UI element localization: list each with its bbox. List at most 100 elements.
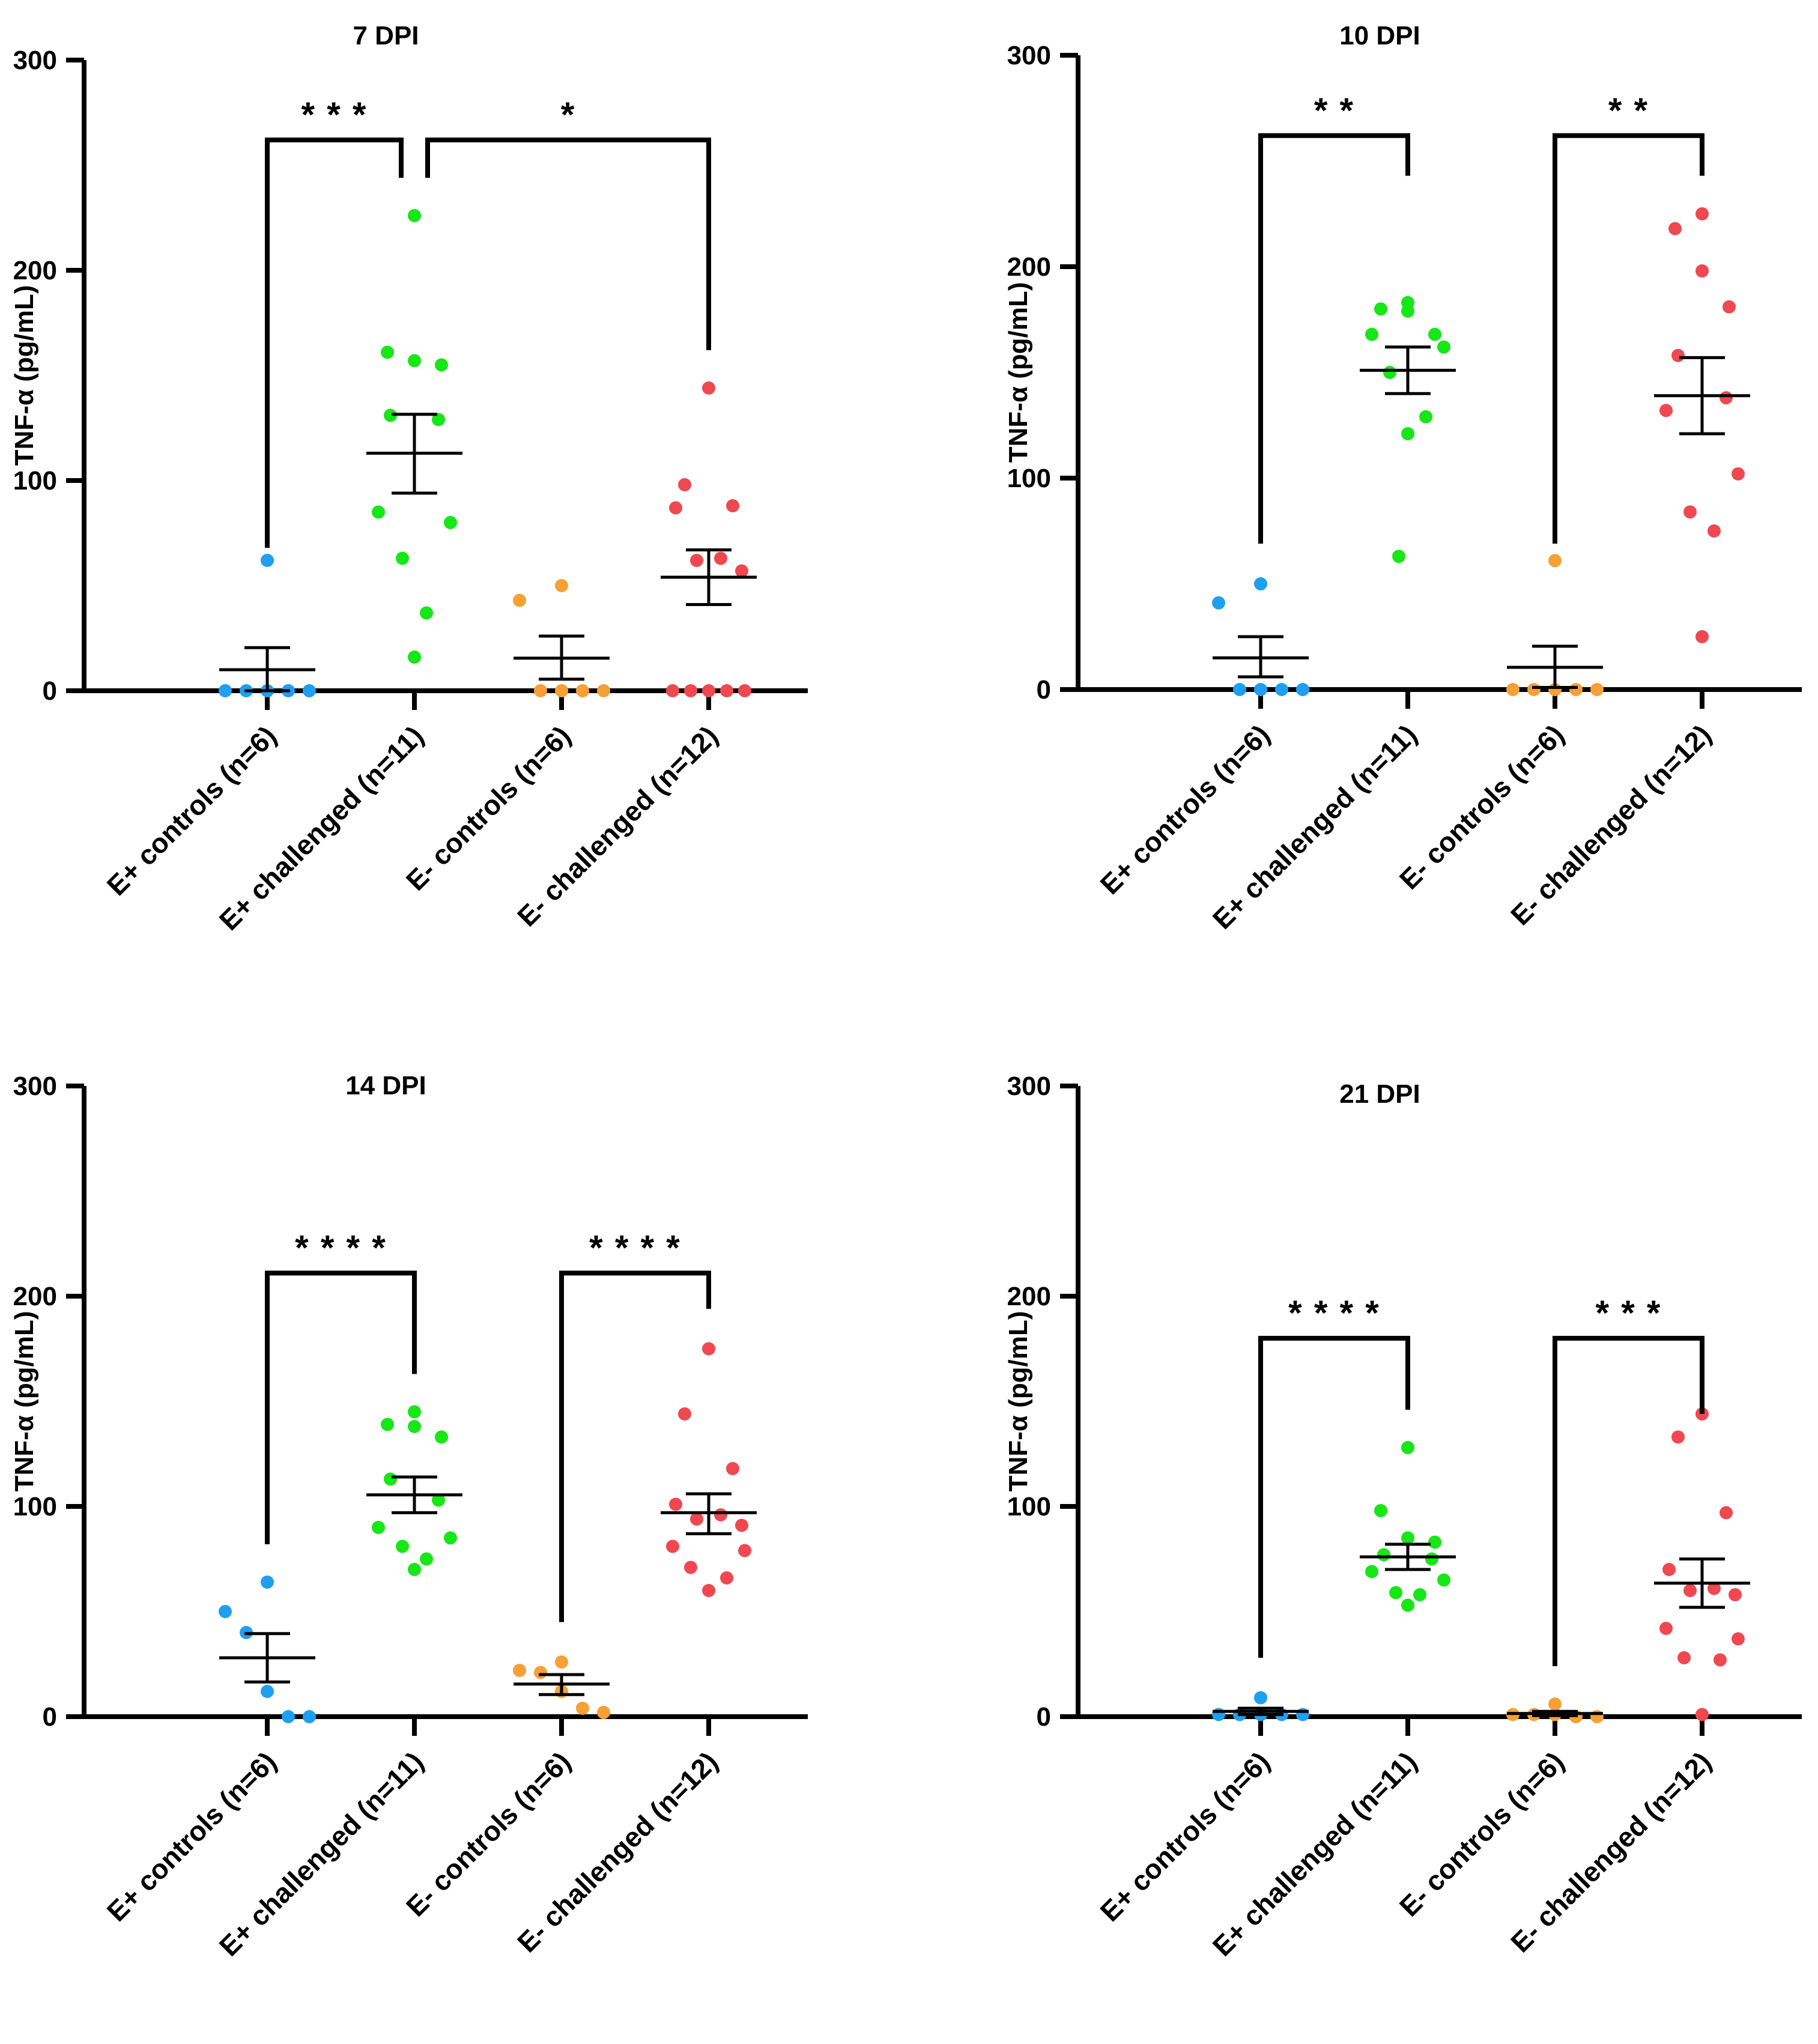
significance-bracket	[1258, 133, 1410, 544]
significance-bracket	[425, 138, 711, 350]
data-point-e-controls	[261, 1575, 274, 1589]
data-point-e-challenged	[669, 501, 682, 515]
data-point-e-controls	[1548, 554, 1562, 568]
data-point-e-challenged	[384, 408, 397, 422]
significance-bracket	[1258, 1336, 1410, 1658]
data-point-e-controls	[1275, 683, 1288, 696]
data-point-e-challenged	[444, 516, 457, 529]
data-point-e-challenged	[408, 1563, 421, 1576]
significance-bracket	[1553, 1336, 1704, 1666]
chart-title: 10 DPI	[1339, 21, 1420, 50]
data-point-e-challenged	[1729, 1588, 1742, 1601]
data-point-e-challenged	[1392, 550, 1405, 563]
data-point-e-challenged	[1671, 348, 1685, 362]
y-tick-label: 100	[13, 1492, 57, 1521]
data-point-e-challenged	[666, 1539, 679, 1553]
y-tick-label: 200	[1007, 1282, 1051, 1311]
data-point-e-challenged	[1707, 524, 1721, 538]
data-point-e-challenged	[1428, 1535, 1441, 1549]
significance-stars: * * *	[1596, 1294, 1662, 1333]
data-point-e-challenged	[1437, 340, 1450, 354]
data-point-e-challenged	[381, 1418, 394, 1431]
x-category-label: E- controls (n=6)	[1393, 718, 1570, 895]
data-point-e-challenged	[1401, 1441, 1414, 1454]
significance-stars: * * * *	[1288, 1294, 1380, 1333]
data-point-e-challenged	[1401, 304, 1414, 318]
data-point-e-controls	[1590, 683, 1604, 696]
x-category-label: E- controls (n=6)	[1393, 1745, 1570, 1922]
data-point-e-challenged	[1374, 302, 1387, 316]
data-point-e-challenged	[1428, 327, 1441, 341]
data-point-e-controls	[1569, 683, 1583, 696]
data-point-e-controls	[1296, 683, 1309, 696]
data-point-e-controls	[576, 1702, 589, 1715]
data-point-e-challenged	[408, 651, 421, 664]
data-point-e-challenged	[1401, 1531, 1414, 1545]
y-axis-label: TNF-α (pg/mL)	[10, 1311, 39, 1492]
data-point-e-challenged	[1365, 1565, 1378, 1578]
data-point-e-controls	[555, 579, 568, 592]
data-point-e-controls	[219, 684, 232, 697]
data-point-e-controls	[282, 1710, 295, 1723]
data-point-e-challenged	[408, 1420, 421, 1433]
data-point-e-challenged	[408, 1405, 421, 1419]
data-point-e-challenged	[420, 606, 433, 620]
data-point-e-challenged	[738, 684, 751, 697]
data-point-e-challenged	[1732, 467, 1745, 481]
data-point-e-controls	[1506, 683, 1520, 696]
y-axis-label: TNF-α (pg/mL)	[10, 285, 39, 466]
y-tick-label: 0	[43, 676, 57, 706]
y-tick-label: 200	[13, 1282, 57, 1311]
chart-title: 21 DPI	[1339, 1079, 1420, 1109]
data-point-e-challenged	[1683, 1584, 1697, 1597]
significance-stars: * *	[1608, 91, 1649, 130]
data-point-e-challenged	[420, 1552, 433, 1566]
data-point-e-controls	[1254, 683, 1267, 696]
data-point-e-challenged	[1695, 207, 1709, 220]
data-point-e-challenged	[666, 684, 679, 697]
y-tick-label: 0	[1037, 675, 1051, 705]
data-point-e-challenged	[720, 1571, 733, 1585]
data-point-e-controls	[261, 554, 274, 567]
data-point-e-challenged	[702, 1584, 715, 1597]
data-point-e-challenged	[678, 1407, 691, 1421]
y-tick-label: 300	[13, 46, 57, 75]
data-point-e-challenged	[1677, 1651, 1691, 1664]
data-point-e-challenged	[669, 1497, 682, 1511]
y-tick-label: 200	[13, 256, 57, 285]
significance-bracket	[559, 1270, 711, 1622]
data-point-e-challenged	[738, 1544, 751, 1557]
y-tick-label: 300	[13, 1072, 57, 1101]
data-point-e-controls	[1254, 577, 1267, 590]
data-point-e-challenged	[1720, 391, 1733, 405]
y-axis-label: TNF-α (pg/mL)	[1004, 1311, 1033, 1492]
data-point-e-controls	[534, 684, 547, 697]
data-point-e-challenged	[735, 564, 748, 578]
data-point-e-controls	[303, 1710, 316, 1723]
data-point-e-challenged	[1723, 300, 1736, 314]
data-point-e-challenged	[1668, 222, 1682, 235]
data-point-e-challenged	[690, 1512, 703, 1526]
data-point-e-challenged	[1401, 427, 1414, 441]
significance-stars: * *	[1314, 91, 1354, 130]
data-point-e-challenged	[702, 684, 715, 697]
data-point-e-challenged	[372, 1521, 385, 1534]
data-point-e-challenged	[1377, 1548, 1390, 1562]
data-point-e-controls	[219, 1605, 232, 1618]
data-point-e-challenged	[1683, 505, 1697, 519]
data-point-e-challenged	[702, 381, 715, 395]
data-point-e-challenged	[726, 499, 739, 512]
data-point-e-challenged	[435, 358, 448, 372]
significance-stars: *	[561, 96, 576, 135]
data-point-e-challenged	[1695, 1708, 1709, 1721]
significance-bracket	[265, 138, 404, 548]
chart-title: 14 DPI	[345, 1071, 426, 1100]
significance-stars: * * * *	[295, 1229, 387, 1268]
data-point-e-challenged	[714, 551, 727, 565]
data-point-e-challenged	[1707, 1582, 1721, 1595]
data-point-e-challenged	[1720, 1506, 1733, 1520]
data-point-e-controls	[555, 684, 568, 697]
